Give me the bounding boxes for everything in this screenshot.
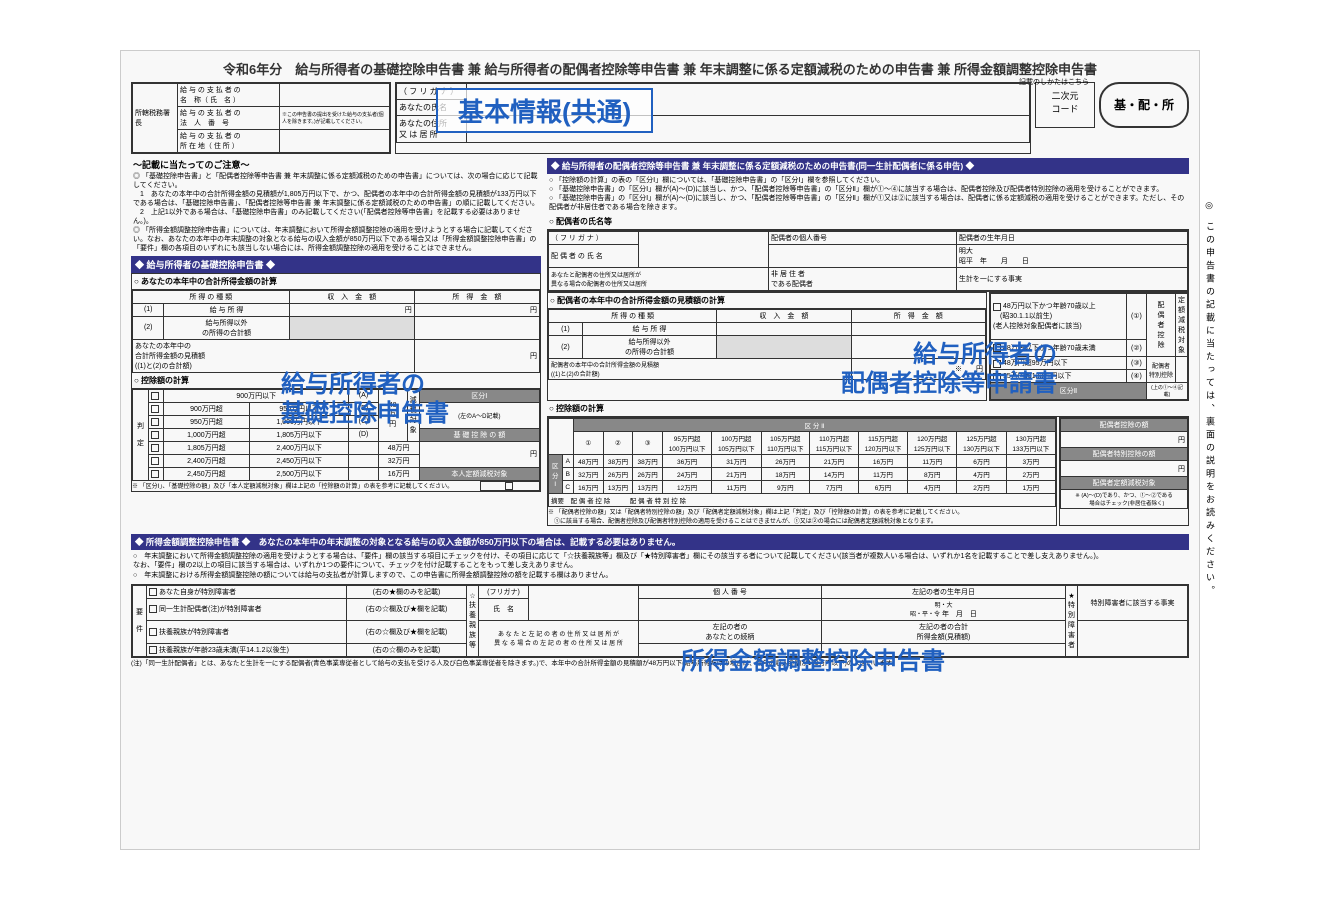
haigu-notes: ○ 「控除額の計算」の表の「区分Ⅰ」欄については、「基礎控除申告書」の「区分Ⅰ」… bbox=[547, 174, 1189, 214]
spouse-detail: （ フ リ ガ ナ ） 配偶者の個人番号配偶者の生年月日 配 偶 者 の 氏 名… bbox=[547, 230, 1189, 292]
annotation-shotoku: 所得金額調整控除申告書 bbox=[681, 641, 945, 676]
side-instruction: ◎ この申告書の記載に当たっては、裏面の説明をお読みください。 bbox=[1204, 201, 1217, 599]
kiso-footnote: ※ 「区分Ⅰ」、「基礎控除の額」及び「本人定額減税対象」欄は上記の「控除額の計算… bbox=[132, 481, 540, 491]
kiso-sub1: ○ あなたの本年中の合計所得金額の計算 bbox=[132, 274, 540, 290]
annotation-kiso: 給与所得者の 基礎控除申告書 bbox=[281, 371, 449, 429]
office-head-label: 所轄税務署長 bbox=[133, 84, 178, 153]
adj-notes: ○ 年末調整において所得金額調整控除の適用を受けようとする場合は、「要件」欄の該… bbox=[131, 550, 1189, 581]
notice-b3: ◎ 「所得金額調整控除申告書」については、年末調整において所得金額調整控除の適用… bbox=[133, 226, 539, 253]
deduction-grid: 区 分 Ⅱ ①②③ 95万円超 100万円以下100万円超 105万円以下105… bbox=[548, 418, 1056, 507]
your-info-box: 基本情報(共通) （ フ リ ガ ナ ） あなたの氏名 あなたの住所 又 は 居… bbox=[395, 82, 1031, 154]
kiso-income-table: 所 得 の 種 類収 入 金 額所 得 金 額 (1)給 与 所 得円円 (2)… bbox=[132, 290, 540, 373]
annotation-haigu: 給与所得者の 配偶者控除等申請書 bbox=[841, 341, 1057, 399]
notice-b1: 1 あなたの本年中の合計所得金額の見積額が1,805万円以下で、かつ、配偶者の本… bbox=[133, 190, 539, 208]
notice-box: ～記載に当たってのご注意～ ◎ 「基礎控除申告書」と「配偶者控除等申告書 兼 年… bbox=[131, 158, 541, 256]
form-tag: 基・配・所 bbox=[1099, 82, 1189, 128]
adj-table: 要 件 あなた自身が特別障害者 (右の★欄のみを記載) ☆ 扶 養 親 族 等 … bbox=[132, 585, 1188, 657]
bottom-footnote: (注)「同一生計配偶者」とは、あなたと生計を一にする配偶者(青色事業専従者として… bbox=[121, 658, 1199, 670]
haigu-header: ◆ 給与所得者の配偶者控除等申告書 兼 年末調整に係る定額減税のための申告書(同… bbox=[547, 158, 1189, 174]
annotation-basic: 基本情報(共通) bbox=[436, 88, 653, 133]
employer-name-field[interactable] bbox=[280, 84, 390, 107]
spouse-name-hdr: ○ 配偶者の氏名等 bbox=[547, 214, 1189, 230]
employer-addr-field[interactable] bbox=[280, 130, 390, 153]
notice-title: ～記載に当たってのご注意～ bbox=[133, 160, 539, 172]
adj-header: ◆ 所得金額調整控除申告書 ◆ あなたの本年中の年末調整の対象となる給与の収入金… bbox=[131, 534, 1189, 550]
employer-box: 所轄税務署長 給 与 の 支 払 者 の 名 称（ 氏 名 ） 給 与 の 支 … bbox=[131, 82, 391, 154]
notice-b2: 2 上記1以外である場合は、「基礎控除申告書」のみ記載してください(「配偶者控除… bbox=[133, 208, 539, 226]
form-page: ◎ この申告書の記載に当たっては、裏面の説明をお読みください。 令和6年分 給与… bbox=[120, 50, 1200, 850]
employer-number-field[interactable]: ※この申告書の提出を受けた給与の支払者(個人を除きます。)が記載してください。 bbox=[280, 107, 390, 130]
qr-code-box: 二次元 コード bbox=[1035, 82, 1095, 128]
notice-b0: ◎ 「基礎控除申告書」と「配偶者控除等申告書 兼 年末調整に係る定額減税のための… bbox=[133, 172, 539, 190]
employer-addr-label: 給 与 の 支 払 者 の 所 在 地（ 住 所 ） bbox=[178, 130, 280, 153]
employer-name-label: 給 与 の 支 払 者 の 名 称（ 氏 名 ） bbox=[178, 84, 280, 107]
employer-number-label: 給 与 の 支 払 者 の 法 人 番 号 bbox=[178, 107, 280, 130]
kiso-header: ◆ 給与所得者の基礎控除申告書 ◆ bbox=[131, 256, 541, 273]
spouse-result: 配偶者控除の額 円 配偶者特別控除の額 円 配偶者定額減税対象 ※ (A)～(D… bbox=[1060, 418, 1188, 509]
